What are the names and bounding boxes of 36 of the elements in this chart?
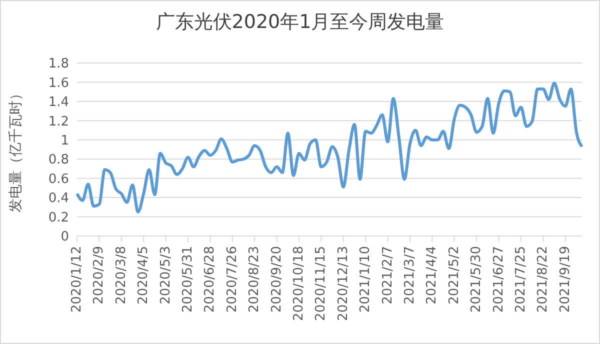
y-tick-label: 1.6 xyxy=(48,76,69,91)
x-tick-label: 2020/10/18 xyxy=(291,246,306,321)
y-tick-label: 0.8 xyxy=(48,152,69,168)
y-tick-label: 0 xyxy=(60,230,69,245)
x-tick-label: 2021/4/4 xyxy=(424,246,440,304)
x-tick-label: 2020/8/23 xyxy=(247,246,262,313)
x-tick-label: 2020/9/20 xyxy=(269,246,284,313)
x-tick-label: 2020/7/26 xyxy=(224,246,240,313)
x-tick-label: 2021/5/30 xyxy=(469,246,484,313)
y-tick-label: 1.2 xyxy=(48,114,69,130)
x-tick-label: 2020/2/9 xyxy=(92,246,107,304)
x-tick-label: 2021/1/10 xyxy=(358,246,374,313)
x-tick-label: 2020/1/12 xyxy=(70,246,84,313)
y-tick-label: 0.2 xyxy=(48,210,69,226)
x-tick-label: 2021/7/25 xyxy=(513,246,528,313)
x-tick-label: 2021/9/19 xyxy=(558,246,573,313)
x-tick-label: 2021/3/7 xyxy=(402,246,418,304)
x-tick-label: 2020/6/28 xyxy=(202,246,218,313)
x-tick-label: 2020/4/5 xyxy=(136,246,152,304)
y-tick-label: 1.4 xyxy=(48,95,69,110)
x-tick-label: 2020/5/31 xyxy=(180,246,196,313)
y-tick-label: 1 xyxy=(60,134,69,149)
x-tick-label: 2020/3/8 xyxy=(114,246,129,304)
y-tick-label: 0.6 xyxy=(48,172,69,187)
x-tick-label: 2020/12/13 xyxy=(336,246,351,321)
y-tick-label: 1.8 xyxy=(48,56,69,72)
x-tick-label: 2021/2/7 xyxy=(380,246,396,304)
x-tick-label: 2021/6/27 xyxy=(491,246,506,313)
x-tick-label: 2020/5/3 xyxy=(158,246,174,304)
line-series xyxy=(76,82,584,214)
x-tick-label: 2021/8/22 xyxy=(536,246,551,313)
x-tick-label: 2020/11/15 xyxy=(314,246,329,321)
y-axis-title: 发电量（亿千瓦时） xyxy=(8,86,24,212)
x-tick-label: 2021/5/2 xyxy=(446,246,462,304)
chart-title: 广东光伏2020年1月至今周发电量 xyxy=(154,10,446,35)
y-tick-label: 0.4 xyxy=(48,191,69,206)
